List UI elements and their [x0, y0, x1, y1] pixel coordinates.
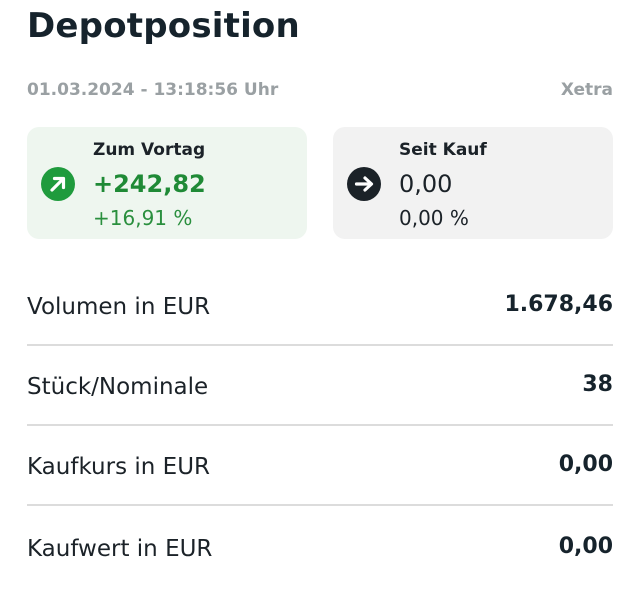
detail-label: Kaufwert in EUR — [27, 536, 213, 562]
detail-value: 0,00 — [558, 534, 613, 559]
day-change-percent: +16,91 % — [93, 206, 193, 230]
divider — [27, 504, 613, 506]
since-buy-label: Seit Kauf — [399, 140, 487, 160]
arrow-right-icon — [347, 167, 381, 201]
page-title: Depotposition — [27, 6, 300, 46]
divider — [27, 344, 613, 346]
detail-row-quantity: Stück/Nominale 38 — [27, 348, 613, 428]
timestamp: 01.03.2024 - 13:18:56 Uhr — [27, 80, 279, 100]
day-change-card: Zum Vortag +242,82 +16,91 % — [27, 127, 307, 239]
exchange-label: Xetra — [560, 80, 613, 100]
detail-value: 1.678,46 — [504, 292, 613, 317]
since-buy-percent: 0,00 % — [399, 206, 469, 230]
day-change-value: +242,82 — [93, 170, 206, 198]
divider — [27, 424, 613, 426]
day-change-label: Zum Vortag — [93, 140, 206, 160]
detail-value: 0,00 — [558, 452, 613, 477]
detail-row-volume: Volumen in EUR 1.678,46 — [27, 268, 613, 348]
detail-value: 38 — [582, 372, 613, 397]
detail-row-purchase-price: Kaufkurs in EUR 0,00 — [27, 428, 613, 508]
since-buy-card: Seit Kauf 0,00 0,00 % — [333, 127, 613, 239]
detail-row-purchase-value: Kaufwert in EUR 0,00 — [27, 508, 613, 588]
detail-label: Volumen in EUR — [27, 294, 211, 320]
arrow-up-right-icon — [41, 167, 75, 201]
detail-label: Stück/Nominale — [27, 374, 209, 400]
since-buy-value: 0,00 — [399, 170, 453, 198]
detail-label: Kaufkurs in EUR — [27, 454, 211, 480]
quote-meta: 01.03.2024 - 13:18:56 Uhr Xetra — [27, 80, 613, 104]
